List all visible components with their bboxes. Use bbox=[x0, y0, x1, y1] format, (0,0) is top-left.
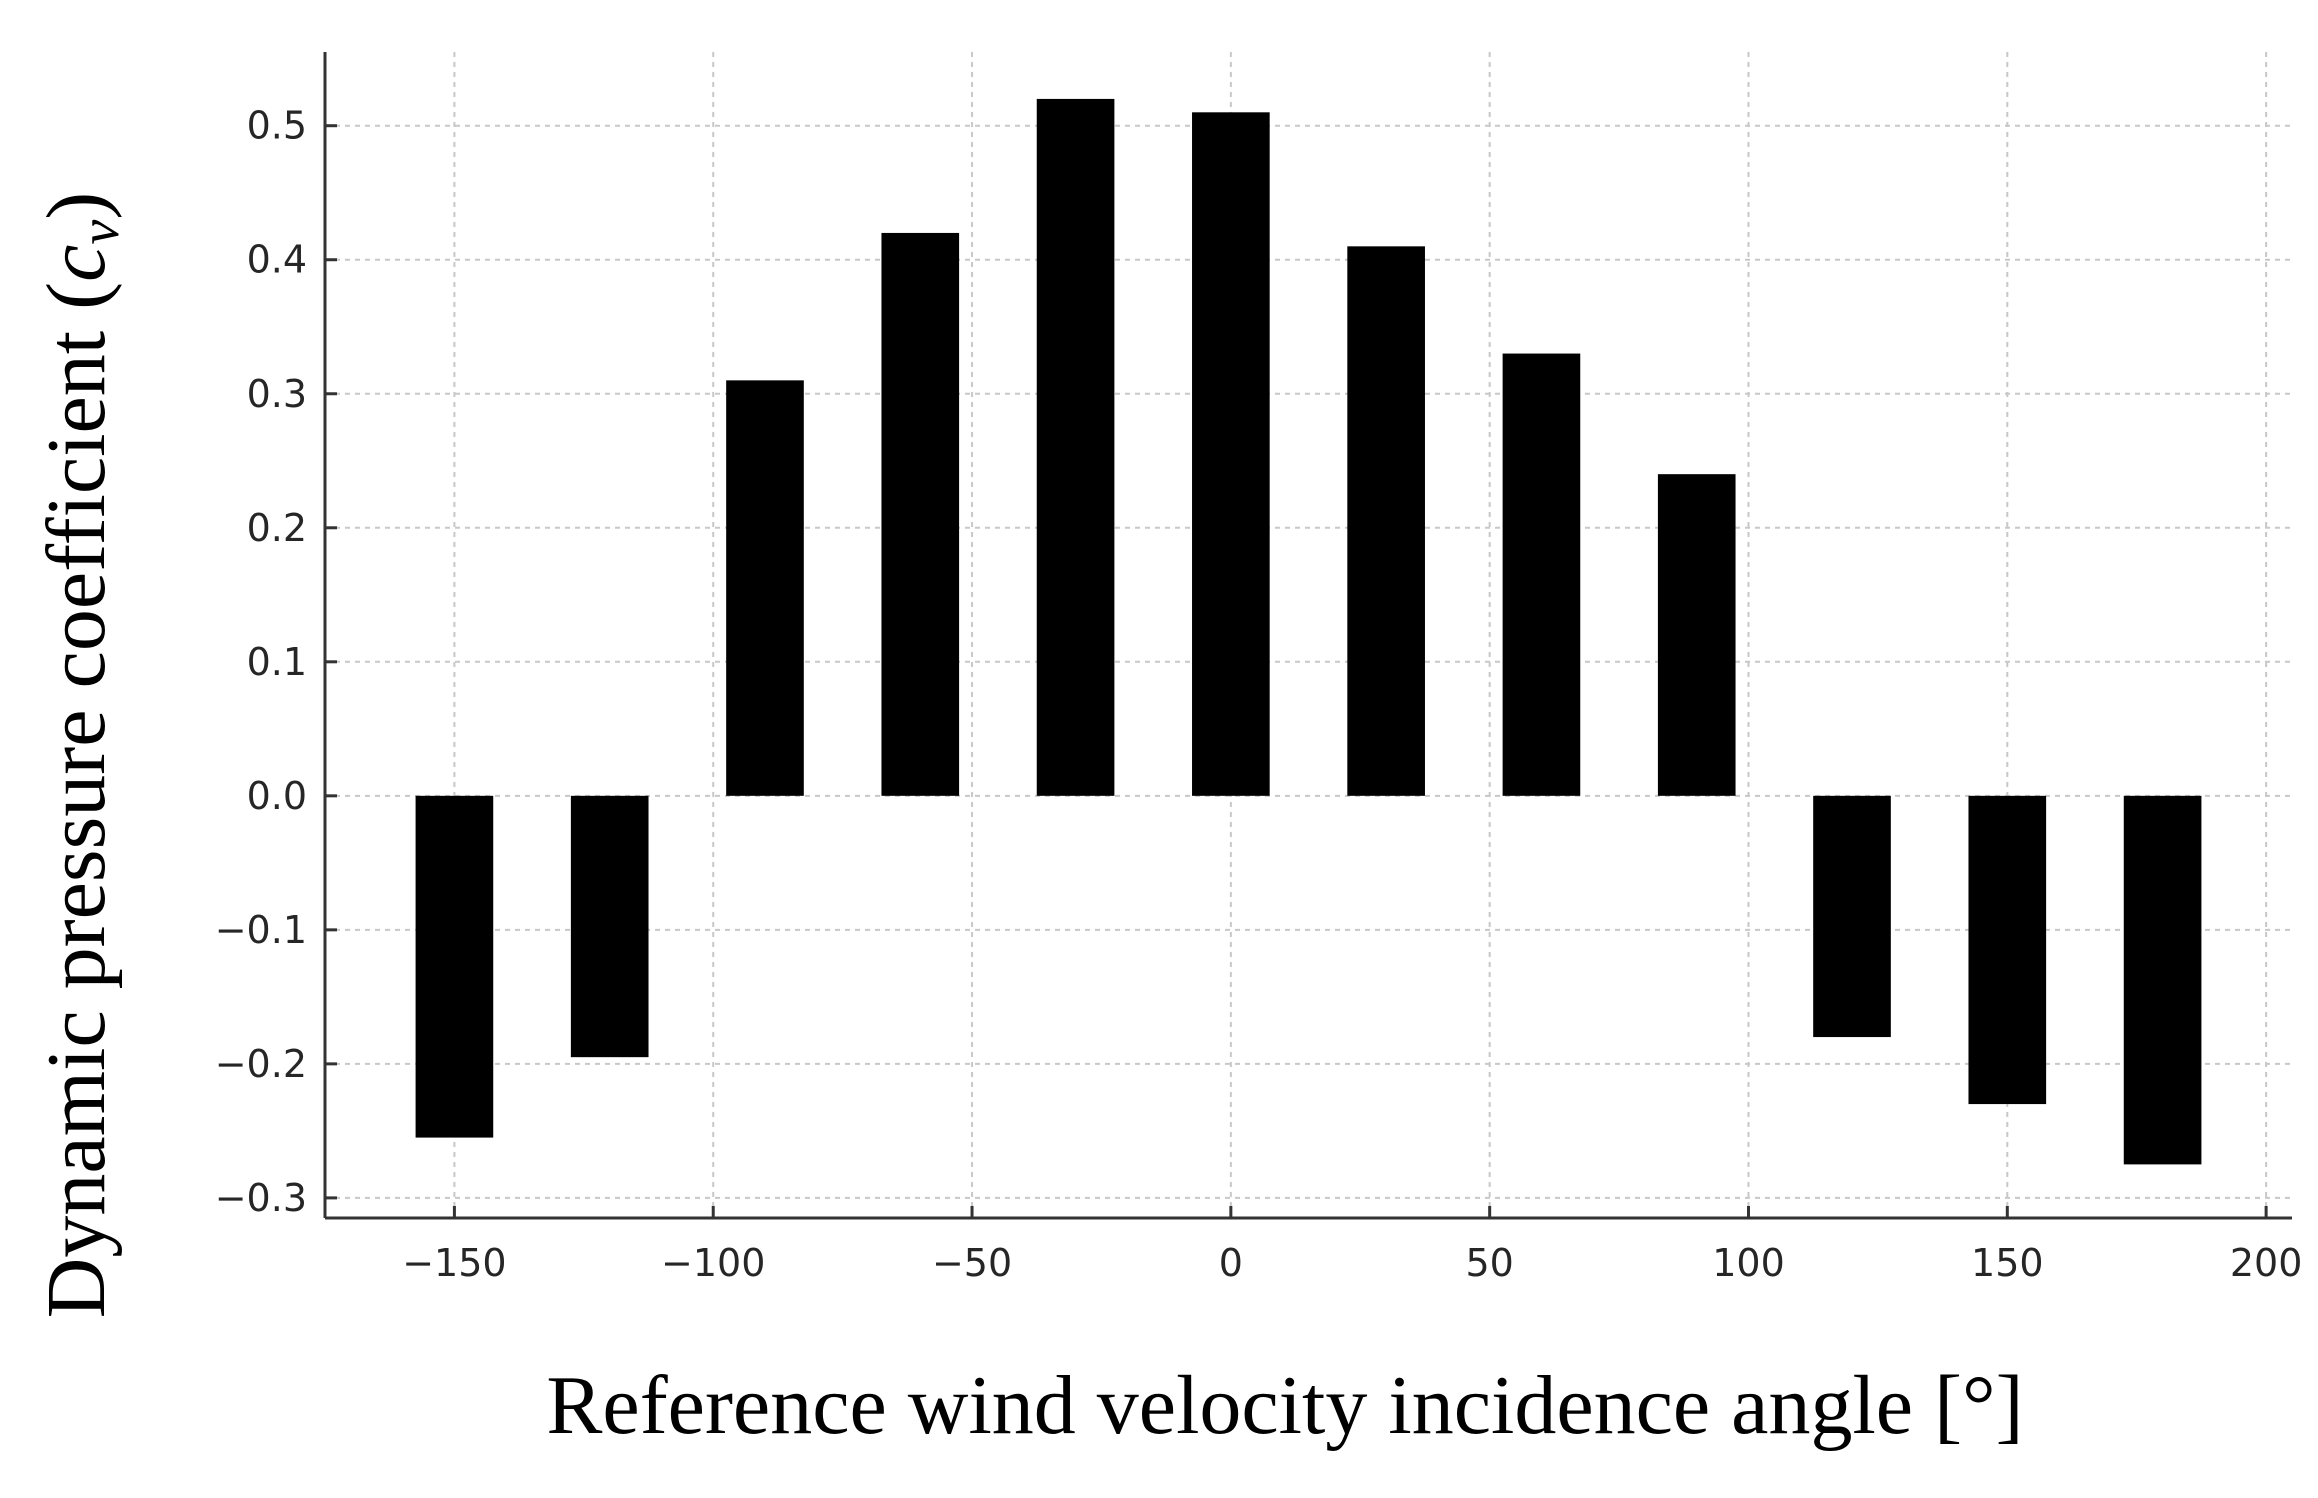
y-axis-title-text: Dynamic pressure coefficient ( bbox=[30, 282, 123, 1318]
bar bbox=[415, 795, 494, 1138]
y-tick-label: −0.2 bbox=[215, 1042, 307, 1086]
bars bbox=[415, 98, 2202, 1165]
x-axis-title: Reference wind velocity incidence angle … bbox=[546, 1359, 2023, 1452]
bar bbox=[726, 380, 804, 796]
x-tick-label: 100 bbox=[1712, 1241, 1785, 1285]
bar bbox=[1347, 246, 1425, 796]
x-tick-label: −150 bbox=[402, 1241, 506, 1285]
x-tick-label: −50 bbox=[932, 1241, 1012, 1285]
x-tick-label: 50 bbox=[1465, 1241, 1513, 1285]
axes bbox=[323, 52, 2292, 1220]
y-axis-title-subscript: v bbox=[69, 220, 131, 245]
y-tick-label: 0.0 bbox=[247, 774, 307, 818]
x-tick-labels: −150 −100 −50 0 50 100 150 200 bbox=[402, 1241, 2302, 1285]
x-tick-label: 0 bbox=[1219, 1241, 1243, 1285]
y-tick-label: −0.3 bbox=[215, 1176, 307, 1220]
y-tick-label: 0.1 bbox=[247, 640, 307, 684]
bar bbox=[1036, 98, 1115, 796]
bar bbox=[2123, 795, 2202, 1165]
bar bbox=[1502, 353, 1581, 796]
y-axis-title-symbol: c bbox=[30, 245, 123, 282]
y-tick-label: −0.1 bbox=[215, 908, 307, 952]
y-tick-label: 0.3 bbox=[247, 372, 307, 416]
bar bbox=[1968, 795, 2047, 1105]
y-axis-title: Dynamic pressure coefficient (cv) bbox=[30, 192, 131, 1318]
bar bbox=[570, 795, 649, 1058]
bar bbox=[1657, 474, 1736, 796]
y-axis-title-close: ) bbox=[30, 192, 123, 220]
x-tick-label: −100 bbox=[661, 1241, 765, 1285]
grid bbox=[325, 52, 2292, 1218]
bar bbox=[1192, 112, 1270, 796]
bar bbox=[1813, 795, 1891, 1038]
x-tick-label: 200 bbox=[2230, 1241, 2303, 1285]
y-tick-label: 0.5 bbox=[247, 104, 307, 148]
y-tick-labels: −0.3 −0.2 −0.1 0.0 0.1 0.2 0.3 0.4 0.5 bbox=[215, 104, 307, 1220]
x-tick-label: 150 bbox=[1971, 1241, 2044, 1285]
y-tick-label: 0.4 bbox=[247, 238, 307, 282]
bar bbox=[881, 232, 960, 796]
y-tick-label: 0.2 bbox=[247, 506, 307, 550]
